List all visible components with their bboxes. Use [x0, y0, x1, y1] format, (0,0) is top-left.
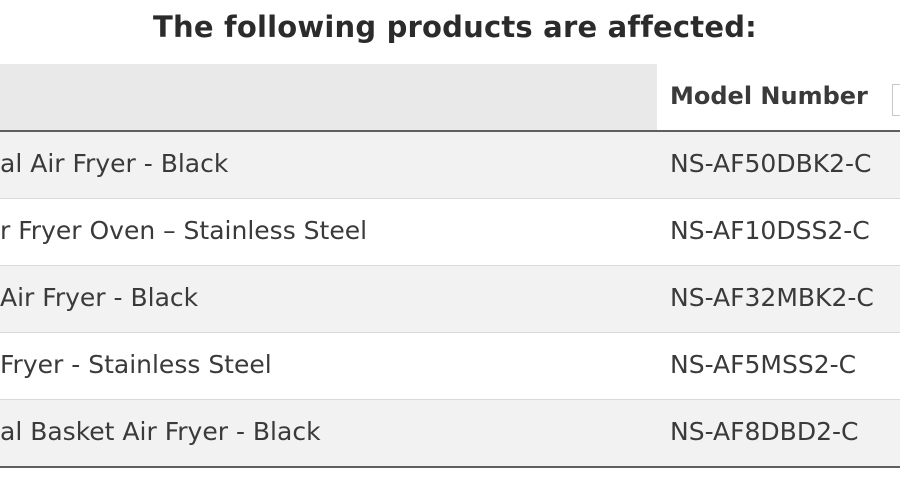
product-name-cell: r Fryer Oven – Stainless Steel [0, 216, 650, 245]
model-number-cell: NS-AF10DSS2-C [670, 216, 870, 245]
model-number-cell: NS-AF8DBD2-C [670, 417, 859, 446]
model-number-cell: NS-AF5MSS2-C [670, 350, 857, 379]
model-number-header[interactable]: Model Number [670, 82, 868, 110]
product-name-cell: al Basket Air Fryer - Black [0, 417, 650, 446]
table-row: al Basket Air Fryer - Black NS-AF8DBD2-C [0, 400, 900, 468]
product-name-text: Fryer - Stainless Steel [0, 350, 272, 379]
product-name-cell: al Air Fryer - Black [0, 149, 650, 178]
table-row: r Fryer Oven – Stainless Steel NS-AF10DS… [0, 199, 900, 266]
model-number-cell: NS-AF32MBK2-C [670, 283, 874, 312]
product-name-header[interactable] [0, 64, 657, 130]
table-row: al Air Fryer - Black NS-AF50DBK2-C [0, 132, 900, 199]
product-name-text: Air Fryer - Black [0, 283, 199, 312]
product-name-cell: Air Fryer - Black [0, 283, 650, 312]
table-row: Fryer - Stainless Steel NS-AF5MSS2-C [0, 333, 900, 400]
product-name-text: r Fryer Oven – Stainless Steel [0, 216, 368, 245]
product-name-cell: Fryer - Stainless Steel [0, 350, 650, 379]
table-header: Model Number [0, 64, 900, 132]
section-heading: The following products are affected: [153, 10, 757, 44]
product-name-text: al Basket Air Fryer - Black [0, 417, 321, 446]
column-sort-handle[interactable] [892, 84, 900, 116]
product-name-text: al Air Fryer - Black [0, 149, 229, 178]
table-row: Air Fryer - Black NS-AF32MBK2-C [0, 266, 900, 333]
model-number-cell: NS-AF50DBK2-C [670, 149, 872, 178]
affected-products-table: Model Number al Air Fryer - Black NS-AF5… [0, 64, 900, 468]
